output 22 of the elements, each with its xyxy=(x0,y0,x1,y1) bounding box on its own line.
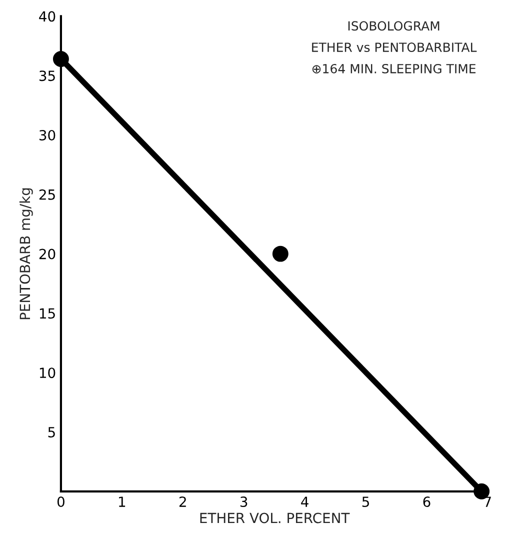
y-tick-label: 35 xyxy=(39,70,55,82)
x-tick-label: 6 xyxy=(423,496,430,508)
x-tick-label: 0 xyxy=(57,496,64,508)
point xyxy=(272,246,288,262)
y-tick-label: 15 xyxy=(40,308,55,319)
y-tick-label: 20 xyxy=(39,248,56,260)
y-axis-title: PENTOBARB mg/kg xyxy=(19,188,33,320)
y-tick-label: 25 xyxy=(39,189,55,200)
x-tick-label: 5 xyxy=(362,496,369,508)
x-tick-label: 2 xyxy=(179,496,186,507)
y-tick-label: 10 xyxy=(40,368,56,378)
x-axis-title: ETHER VOL. PERCENT xyxy=(200,512,350,524)
y-tick-label: 5 xyxy=(48,427,55,438)
x-tick-label: 1 xyxy=(119,496,126,507)
annotation: ISOBOLOGRAM xyxy=(348,21,440,31)
annotation: ⊕164 MIN. SLEEPING TIME xyxy=(312,64,476,74)
point xyxy=(52,50,69,67)
annotation: ETHER vs PENTOBARBITAL xyxy=(312,42,477,52)
y-tick-label: 40 xyxy=(39,11,56,22)
x-tick-label: 4 xyxy=(301,496,308,507)
x-tick-label: 3 xyxy=(240,496,248,508)
y-tick-label: 30 xyxy=(39,130,56,140)
